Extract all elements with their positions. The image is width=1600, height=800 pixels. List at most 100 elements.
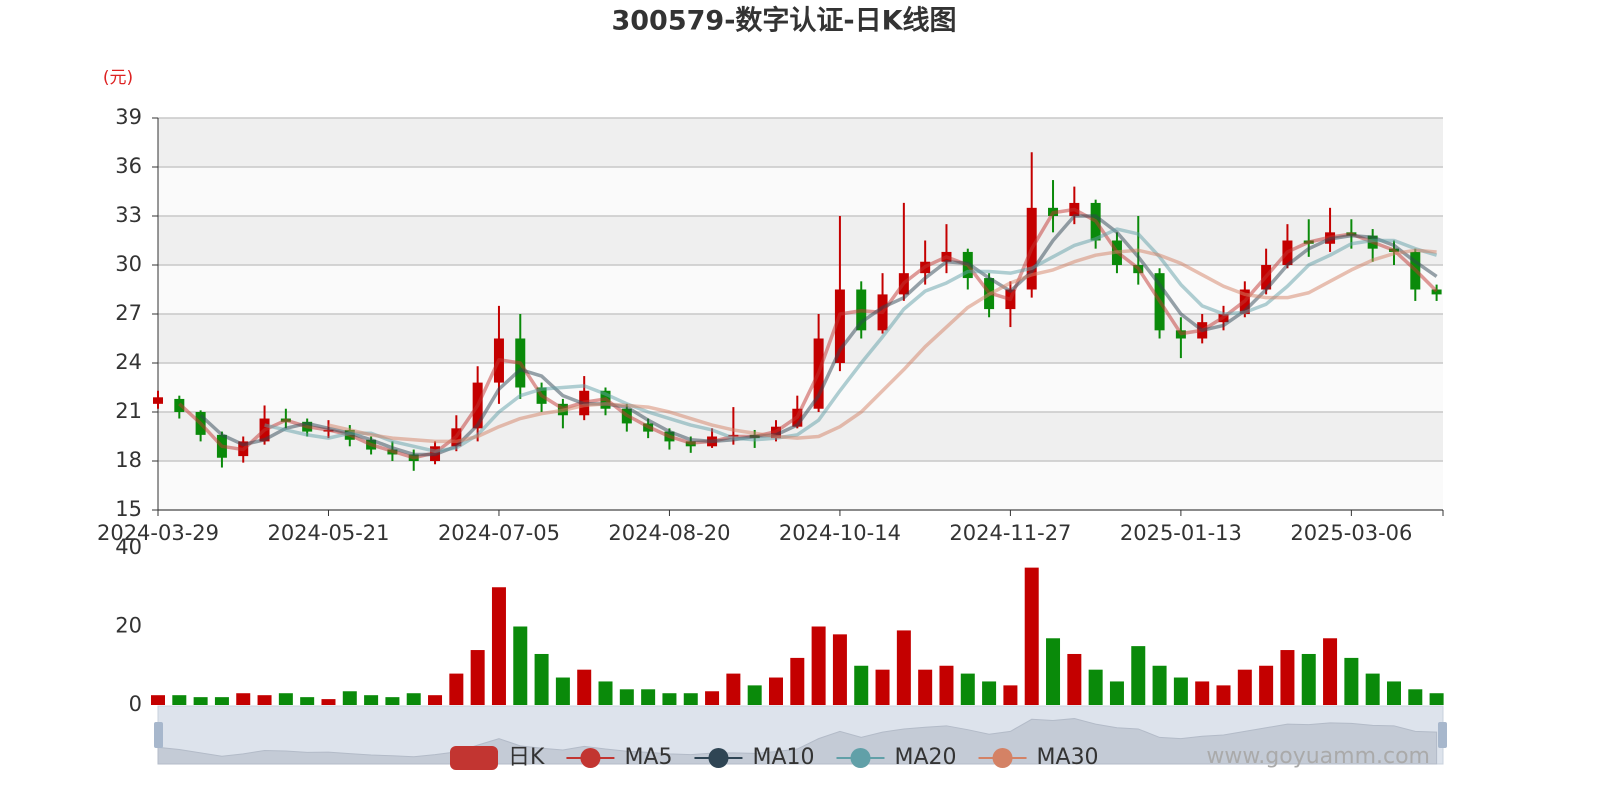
legend-icon bbox=[850, 748, 871, 768]
volume-bar bbox=[364, 695, 379, 705]
volume-bar bbox=[300, 697, 315, 705]
volume-bar bbox=[555, 677, 570, 705]
volume-bar bbox=[1131, 646, 1146, 705]
volume-bar bbox=[1109, 681, 1124, 705]
candle-body bbox=[1431, 289, 1442, 295]
y-tick-label: 15 bbox=[115, 497, 142, 521]
legend-icon bbox=[450, 746, 498, 770]
split-area bbox=[158, 216, 1443, 265]
y-tick-label: 40 bbox=[115, 535, 142, 559]
ma-line bbox=[264, 227, 1438, 453]
x-tick-label: 2024-03-29 bbox=[97, 521, 219, 545]
legend-label[interactable]: MA20 bbox=[895, 745, 957, 770]
volume-bar bbox=[1024, 567, 1039, 705]
volume-bar bbox=[236, 693, 251, 705]
volume-bar bbox=[832, 634, 847, 705]
ma-line bbox=[199, 214, 1438, 457]
volume-bar bbox=[747, 685, 762, 705]
y-tick-label: 21 bbox=[115, 399, 142, 423]
y-tick-label: 36 bbox=[115, 154, 142, 178]
volume-bar bbox=[1323, 638, 1338, 705]
volume-bar bbox=[896, 630, 911, 705]
volume-bar bbox=[577, 669, 592, 705]
volume-bar bbox=[151, 695, 165, 705]
volume-bar bbox=[705, 691, 720, 705]
legend-icon bbox=[708, 748, 729, 768]
split-area bbox=[158, 167, 1443, 216]
legend-label[interactable]: MA10 bbox=[752, 745, 814, 770]
y-tick-label: 39 bbox=[115, 105, 142, 129]
volume-bar bbox=[534, 653, 549, 705]
legend-label[interactable]: MA5 bbox=[624, 745, 672, 770]
x-tick-label: 2024-11-27 bbox=[949, 521, 1071, 545]
legend-label[interactable]: MA30 bbox=[1037, 745, 1099, 770]
zoom-handle[interactable] bbox=[1438, 722, 1447, 748]
volume-bar bbox=[598, 681, 613, 705]
volume-bar bbox=[683, 693, 698, 705]
y-tick-label: 30 bbox=[115, 252, 142, 276]
volume-bar bbox=[470, 650, 485, 705]
volume-bar bbox=[854, 665, 869, 705]
x-tick-label: 2024-08-20 bbox=[608, 521, 730, 545]
y-tick-label: 33 bbox=[115, 203, 142, 227]
volume-bar bbox=[1046, 638, 1061, 705]
watermark: www.goyuamm.com bbox=[1206, 744, 1430, 769]
volume-bar bbox=[1003, 685, 1018, 705]
volume-bar bbox=[662, 693, 677, 705]
legend: 日K MA5 MA10 MA20 MA30 bbox=[450, 745, 1099, 770]
zoom-handle[interactable] bbox=[154, 722, 163, 748]
volume-bar bbox=[342, 691, 357, 705]
volume-bar bbox=[491, 587, 506, 705]
x-tick-label: 2024-10-14 bbox=[779, 521, 901, 545]
split-area bbox=[158, 461, 1443, 510]
volume-bar bbox=[406, 693, 421, 705]
volume-bar bbox=[428, 695, 443, 705]
legend-icon bbox=[580, 748, 601, 768]
volume-bar bbox=[982, 681, 997, 705]
x-tick-label: 2024-07-05 bbox=[438, 521, 560, 545]
volume-bar bbox=[449, 673, 464, 705]
volume-bar bbox=[1259, 665, 1274, 705]
volume-bar bbox=[1088, 669, 1103, 705]
ma-line bbox=[328, 248, 1437, 444]
volume-bar bbox=[619, 689, 634, 705]
volume-bar bbox=[960, 673, 975, 705]
volume-bar bbox=[1280, 650, 1295, 705]
volume-bar bbox=[1301, 653, 1316, 705]
volume-bar bbox=[726, 673, 741, 705]
volume-bar bbox=[939, 665, 954, 705]
volume-bar bbox=[1429, 693, 1444, 705]
x-tick-label: 2025-03-06 bbox=[1290, 521, 1412, 545]
volume-bar bbox=[875, 669, 890, 705]
y-tick-label: 0 bbox=[129, 692, 142, 716]
volume-bar bbox=[214, 697, 229, 705]
y-tick-label: 20 bbox=[115, 614, 142, 638]
volume-bar bbox=[278, 693, 293, 705]
volume-bar bbox=[1152, 665, 1167, 705]
volume-bar bbox=[918, 669, 933, 705]
legend-icon bbox=[992, 748, 1013, 768]
volume-bar bbox=[513, 626, 528, 705]
x-tick-label: 2024-05-21 bbox=[267, 521, 389, 545]
y-tick-label: 18 bbox=[115, 448, 142, 472]
split-area bbox=[158, 314, 1443, 363]
volume-bar bbox=[768, 677, 783, 705]
x-tick-label: 2025-01-13 bbox=[1120, 521, 1242, 545]
volume-bar bbox=[321, 699, 336, 705]
volume-bar bbox=[1067, 653, 1082, 705]
volume-bar bbox=[193, 697, 208, 705]
volume-bar bbox=[1386, 681, 1401, 705]
volume-bar bbox=[172, 695, 187, 705]
volume-bar bbox=[811, 626, 826, 705]
volume-bar bbox=[257, 695, 272, 705]
y-tick-label: 24 bbox=[115, 350, 142, 374]
y-tick-label: 27 bbox=[115, 301, 142, 325]
volume-bar bbox=[1195, 681, 1210, 705]
volume-bar bbox=[1365, 673, 1380, 705]
volume-bar bbox=[641, 689, 656, 705]
chart-title: 300579-数字认证-日K线图 bbox=[611, 5, 956, 37]
legend-label[interactable]: 日K bbox=[508, 745, 545, 770]
y-unit: (元) bbox=[103, 68, 133, 88]
